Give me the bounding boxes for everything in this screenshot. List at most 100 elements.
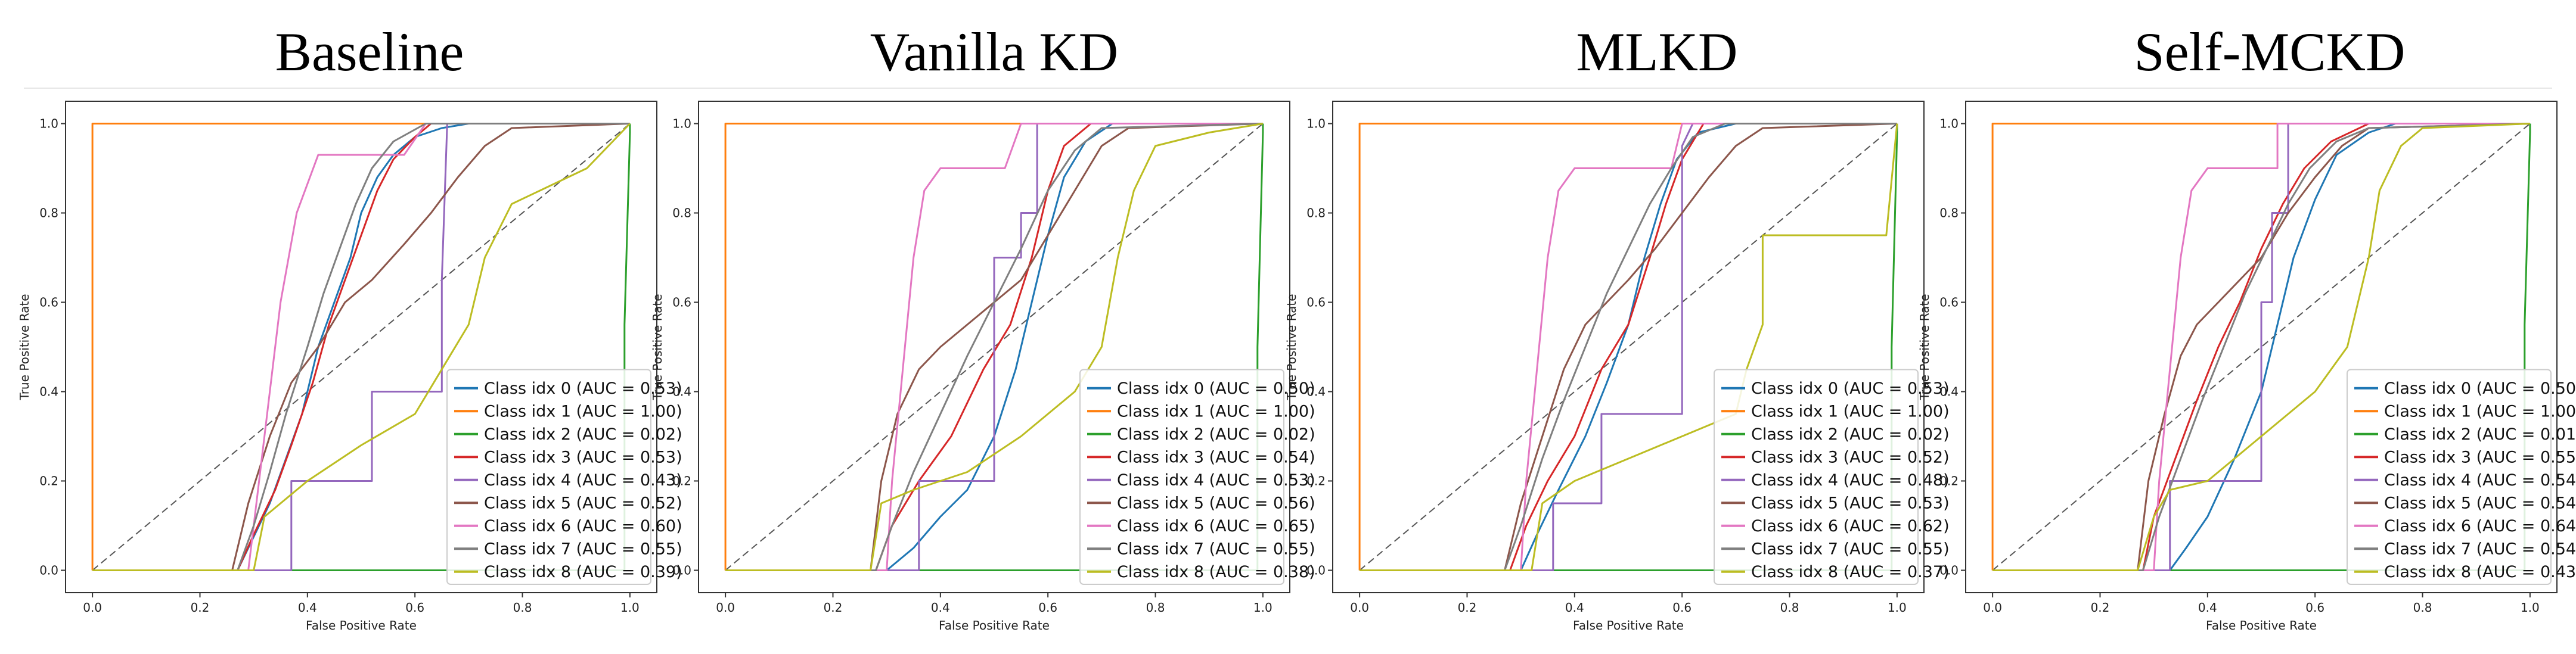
legend-box bbox=[446, 369, 651, 585]
legend-entry: Class idx 8 (AUC = 0.43) bbox=[2384, 563, 2576, 581]
legend-box bbox=[1714, 369, 1919, 585]
legend-entry: Class idx 7 (AUC = 0.55) bbox=[484, 540, 682, 558]
roc-curve-class-7 bbox=[1992, 123, 2530, 571]
legend-entry: Class idx 2 (AUC = 0.01) bbox=[2384, 425, 2576, 444]
chart-title: Vanilla KD bbox=[870, 21, 1118, 82]
roc-panel-2: Vanilla KD 0.0 0.2 0.4 0.6 0.8 1.0 0.0 0.2 0.4 0.6… bbox=[650, 21, 1315, 633]
y-tick-label: 0.0 bbox=[1939, 563, 1959, 577]
chart-title: Baseline bbox=[275, 21, 464, 82]
legend-entry: Class idx 3 (AUC = 0.55) bbox=[2384, 448, 2576, 466]
x-tick-label: 0.6 bbox=[2305, 600, 2324, 615]
y-tick-label: 0.8 bbox=[672, 206, 691, 220]
plot-frame bbox=[698, 101, 1290, 593]
legend-entry: Class idx 6 (AUC = 0.65) bbox=[1117, 517, 1315, 535]
roc-curve-class-4 bbox=[92, 123, 630, 571]
x-tick-label: 0.6 bbox=[1038, 600, 1057, 615]
y-tick-label: 0.2 bbox=[1306, 474, 1326, 488]
x-tick-label: 0.4 bbox=[298, 600, 317, 615]
x-tick-label: 0.2 bbox=[1458, 600, 1477, 615]
x-tick-label: 0.0 bbox=[716, 600, 735, 615]
chance-diagonal bbox=[1992, 123, 2531, 571]
plot-frame bbox=[65, 101, 657, 593]
y-tick-label: 0.0 bbox=[1306, 563, 1326, 577]
y-tick-label: 0.4 bbox=[672, 384, 691, 398]
chance-diagonal bbox=[92, 123, 631, 571]
chance-diagonal bbox=[725, 123, 1264, 571]
y-tick-label: 0.8 bbox=[1939, 206, 1959, 220]
roc-curve-class-0 bbox=[1992, 123, 2530, 571]
y-tick-label: 0.4 bbox=[39, 384, 58, 398]
legend-entry: Class idx 8 (AUC = 0.37) bbox=[1751, 563, 1950, 581]
roc-curve-class-7 bbox=[92, 123, 630, 571]
y-tick-label: 0.6 bbox=[39, 295, 58, 310]
x-tick-label: 0.8 bbox=[2413, 600, 2432, 615]
y-tick-label: 1.0 bbox=[1939, 117, 1959, 131]
roc-curve-class-0 bbox=[92, 123, 630, 571]
legend-entry: Class idx 2 (AUC = 0.02) bbox=[484, 425, 682, 444]
legend: Class idx 0 (AUC = 0.50) Class idx 1 (AUC… bbox=[1079, 369, 1315, 585]
legend: Class idx 0 (AUC = 0.50) Class idx 1 (AUC… bbox=[2347, 369, 2576, 585]
legend-entry: Class idx 7 (AUC = 0.54) bbox=[2384, 540, 2576, 558]
y-tick-label: 0.2 bbox=[1939, 474, 1959, 488]
roc-curve-class-7 bbox=[1360, 123, 1897, 571]
roc-curve-class-8 bbox=[92, 123, 631, 571]
roc-panel-1: Baseline 0.0 0.2 0.4 0.6 0.8 1.0 0.0 0.2 0.4 0.6 0.… bbox=[17, 21, 682, 633]
legend-entry: Class idx 7 (AUC = 0.55) bbox=[1751, 540, 1950, 558]
x-tick-label: 0.4 bbox=[931, 600, 950, 615]
x-axis-label: False Positive Rate bbox=[1573, 618, 1684, 633]
roc-curve-class-6 bbox=[1360, 123, 1897, 571]
legend-entry: Class idx 0 (AUC = 0.50) bbox=[2384, 379, 2576, 398]
y-tick-label: 0.4 bbox=[1306, 384, 1326, 398]
legend-entry: Class idx 5 (AUC = 0.54) bbox=[2384, 494, 2576, 512]
y-tick-label: 0.6 bbox=[672, 295, 691, 310]
legend-entry: Class idx 0 (AUC = 0.50) bbox=[1117, 379, 1315, 398]
legend: Class idx 0 (AUC = 0.53) Class idx 1 (AUC… bbox=[446, 369, 682, 585]
roc-panel-3: MLKD 0.0 0.2 0.4 0.6 0.8 1.0 0.0 0.2 0.4 0.6 0.8 1.0… bbox=[1284, 21, 1950, 633]
y-tick-label: 1.0 bbox=[672, 117, 691, 131]
x-tick-label: 1.0 bbox=[2521, 600, 2540, 615]
roc-curve-class-8 bbox=[725, 123, 1264, 571]
x-axis-label: False Positive Rate bbox=[306, 618, 417, 633]
y-tick-label: 0.0 bbox=[39, 563, 58, 577]
x-tick-label: 0.8 bbox=[513, 600, 532, 615]
x-tick-label: 0.4 bbox=[2198, 600, 2217, 615]
legend-box bbox=[2347, 369, 2552, 585]
legend-entry: Class idx 5 (AUC = 0.52) bbox=[484, 494, 682, 512]
roc-curve-class-3 bbox=[92, 123, 630, 571]
x-tick-label: 0.8 bbox=[1146, 600, 1165, 615]
roc-curve-class-6 bbox=[725, 123, 1263, 571]
y-tick-label: 0.8 bbox=[1306, 206, 1326, 220]
chart-title: Self-MCKD bbox=[2134, 21, 2406, 82]
legend-entry: Class idx 1 (AUC = 1.00) bbox=[484, 402, 682, 421]
legend-entry: Class idx 2 (AUC = 0.02) bbox=[1751, 425, 1950, 444]
y-tick-label: 1.0 bbox=[39, 117, 58, 131]
legend-entry: Class idx 4 (AUC = 0.48) bbox=[1751, 471, 1950, 490]
legend-entry: Class idx 3 (AUC = 0.54) bbox=[1117, 448, 1315, 466]
y-tick-label: 1.0 bbox=[1306, 117, 1326, 131]
x-tick-label: 0.2 bbox=[191, 600, 210, 615]
legend-entry: Class idx 4 (AUC = 0.53) bbox=[1117, 471, 1315, 490]
legend-entry: Class idx 5 (AUC = 0.56) bbox=[1117, 494, 1315, 512]
x-tick-label: 0.6 bbox=[1672, 600, 1692, 615]
roc-curve-class-4 bbox=[1992, 123, 2530, 571]
x-tick-label: 0.0 bbox=[83, 600, 102, 615]
chart-title: MLKD bbox=[1576, 21, 1738, 82]
roc-curve-class-4 bbox=[725, 123, 1263, 571]
x-tick-label: 0.0 bbox=[1983, 600, 2002, 615]
y-tick-label: 0.8 bbox=[39, 206, 58, 220]
y-tick-label: 0.0 bbox=[672, 563, 691, 577]
legend-entry: Class idx 1 (AUC = 1.00) bbox=[2384, 402, 2576, 421]
x-tick-label: 1.0 bbox=[1253, 600, 1273, 615]
legend-entry: Class idx 6 (AUC = 0.62) bbox=[1751, 517, 1950, 535]
legend-entry: Class idx 2 (AUC = 0.02) bbox=[1117, 425, 1315, 444]
legend-entry: Class idx 7 (AUC = 0.55) bbox=[1117, 540, 1315, 558]
legend-entry: Class idx 6 (AUC = 0.64) bbox=[2384, 517, 2576, 535]
x-tick-label: 0.8 bbox=[1780, 600, 1799, 615]
legend-entry: Class idx 6 (AUC = 0.60) bbox=[484, 517, 682, 535]
y-axis-label: True Positive Rate bbox=[1284, 294, 1299, 400]
legend: Class idx 0 (AUC = 0.53) Class idx 1 (AUC… bbox=[1714, 369, 1950, 585]
x-tick-label: 0.2 bbox=[2091, 600, 2110, 615]
roc-curve-class-7 bbox=[725, 123, 1263, 571]
legend-entry: Class idx 4 (AUC = 0.43) bbox=[484, 471, 682, 490]
